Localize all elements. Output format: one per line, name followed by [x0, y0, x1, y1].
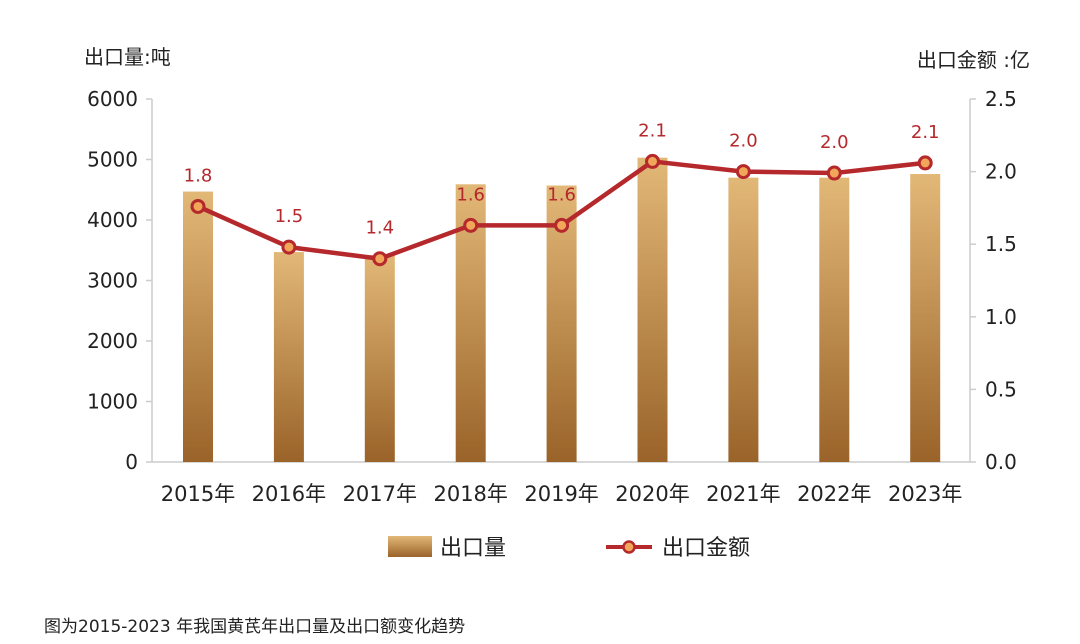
left-axis-title: 出口量:吨: [84, 45, 171, 69]
right-tick-label: 0.5: [985, 377, 1017, 401]
data-label: 1.5: [275, 206, 304, 227]
x-tick-label: 2022年: [797, 482, 871, 506]
right-axis-title: 出口金额 :亿: [917, 48, 1030, 72]
right-axis-ticks: 0.0 0.5 1.0 1.5 2.0 2.5: [970, 87, 1017, 474]
legend-line-label: 出口金额: [662, 536, 750, 561]
bar: [910, 174, 941, 462]
right-tick-label: 0.0: [985, 450, 1017, 474]
line-point: [917, 155, 933, 171]
x-tick-label: 2016年: [252, 482, 326, 506]
x-tick-label: 2017年: [343, 482, 417, 506]
left-tick-label: 1000: [87, 390, 138, 414]
x-tick-label: 2020年: [615, 482, 689, 506]
x-tick-label: 2019年: [524, 482, 598, 506]
bar: [728, 177, 759, 462]
right-tick-label: 2.0: [985, 160, 1017, 184]
left-tick-label: 2000: [87, 329, 138, 353]
x-tick-label: 2021年: [706, 482, 780, 506]
data-label: 2.0: [820, 132, 849, 153]
bar: [364, 255, 395, 462]
left-tick-label: 4000: [87, 208, 138, 232]
right-tick-label: 2.5: [985, 87, 1017, 111]
left-tick-label: 6000: [87, 87, 138, 111]
bar: [819, 177, 850, 462]
right-tick-label: 1.5: [985, 232, 1017, 256]
data-label: 1.6: [547, 184, 576, 205]
left-tick-label: 5000: [87, 148, 138, 172]
line-series: [190, 153, 933, 267]
data-label: 1.6: [456, 184, 485, 205]
left-tick-label: 0: [125, 450, 138, 474]
figure-caption: 图为2015-2023 年我国黄芪年出口量及出口额变化趋势: [44, 617, 466, 637]
line-point: [463, 217, 479, 233]
line-point: [735, 164, 751, 180]
data-label: 1.8: [184, 165, 213, 186]
line-point: [554, 217, 570, 233]
line-point: [826, 165, 842, 181]
left-axis-ticks: 0 1000 2000 3000 4000 5000 6000: [87, 87, 152, 474]
x-tick-label: 2023年: [888, 482, 962, 506]
bar: [637, 157, 668, 462]
bar: [273, 252, 304, 462]
line-point: [372, 251, 388, 267]
bar: [183, 191, 213, 462]
legend-line-marker: [622, 540, 636, 554]
right-tick-label: 1.0: [985, 305, 1017, 329]
data-label: 2.0: [729, 131, 758, 152]
data-label: 2.1: [911, 122, 940, 143]
data-label: 2.1: [638, 120, 667, 141]
line-point: [645, 153, 660, 169]
data-labels: 1.8 1.5 1.4 1.6 1.6 2.1 2.0 2.0 2.1: [184, 120, 940, 238]
x-tick-label: 2015年: [161, 482, 235, 506]
x-tick-label: 2018年: [433, 482, 507, 506]
line-point: [190, 198, 206, 214]
legend-bar-swatch: [388, 536, 432, 557]
data-label: 1.4: [365, 218, 394, 239]
bar-series: [183, 157, 941, 462]
line-point: [281, 239, 297, 255]
legend: 出口量 出口金额: [388, 536, 750, 561]
x-axis-ticks: 2015年 2016年 2017年 2018年 2019年 2020年 2021年 2022年…: [161, 482, 963, 506]
left-tick-label: 3000: [87, 269, 138, 293]
legend-bar-label: 出口量: [440, 536, 506, 561]
